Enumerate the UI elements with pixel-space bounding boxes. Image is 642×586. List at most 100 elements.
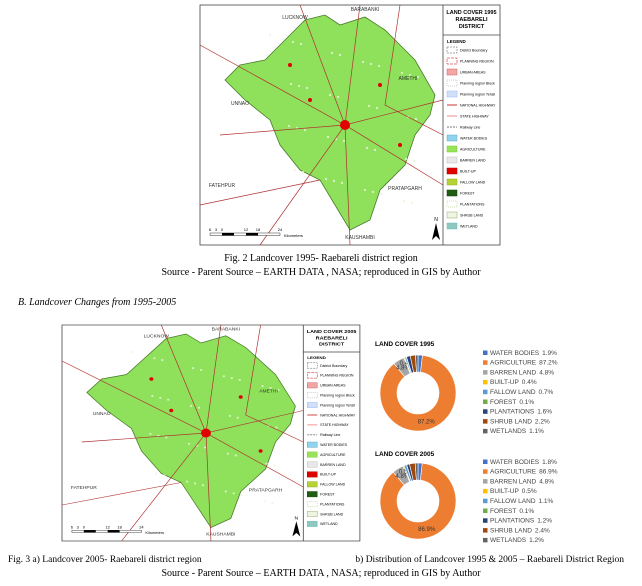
figure-source: Source - Parent Source – EARTH DATA , NA… <box>161 267 481 278</box>
legend-label: Planning region Tehsil <box>320 404 355 408</box>
legend-label: STATE HIGHWAY <box>460 115 489 119</box>
map-1995: LUCKNOW BARABANKI UNNAO AMETHI FATEHPUR PRATA… <box>199 4 501 246</box>
legend-swatch <box>483 528 488 533</box>
legend-swatch <box>307 461 318 468</box>
legend-label: PLANNING REGION <box>460 60 494 64</box>
place-label: LUCKNOW <box>144 334 170 340</box>
legend-label: BUILT-UP <box>320 473 337 477</box>
legend-value: 1.6% <box>537 409 552 416</box>
north-arrow <box>292 521 301 537</box>
legend-swatch <box>307 501 318 508</box>
figure-caption: b) Distribution of Landcover 1995 & 2005… <box>355 554 624 565</box>
texture-dot <box>287 124 291 128</box>
legend-label: FOREST <box>460 192 475 196</box>
texture-dot <box>161 359 164 362</box>
legend-swatch <box>307 520 318 527</box>
legend-title: LEGEND <box>447 39 467 44</box>
texture-dot <box>277 388 280 391</box>
road <box>199 179 321 206</box>
legend-name: SHRUB LAND <box>490 418 532 425</box>
legend-label: PLANTATIONS 1.2% <box>490 518 552 525</box>
legend-value: 0.1% <box>519 508 534 515</box>
legend-swatch <box>307 372 318 379</box>
legend-swatch <box>483 498 488 504</box>
legend-label: SHRUB LAND <box>460 214 484 218</box>
texture-dot <box>189 404 193 408</box>
data-label: 86.9% <box>418 527 436 533</box>
legend-label: PLANTATIONS 1.6% <box>490 409 552 416</box>
texture-dot <box>151 395 154 398</box>
data-label: 87.2% <box>418 419 436 425</box>
texture-dot <box>379 192 383 196</box>
texture-dot <box>301 170 305 174</box>
legend-label: PLANTATIONS <box>460 203 485 207</box>
data-label: 0.5% <box>399 469 413 475</box>
legend-swatch <box>446 134 458 142</box>
texture-dot <box>224 490 228 493</box>
texture-dot <box>303 128 307 132</box>
texture-dot <box>336 95 340 99</box>
legend-label: BARREN LAND 4.8% <box>490 369 554 376</box>
scale-label: 18 <box>256 227 261 232</box>
legend-name: BARREN LAND <box>490 369 537 376</box>
texture-dot <box>261 385 264 388</box>
texture-dot <box>328 93 332 97</box>
texture-dot <box>299 42 303 46</box>
legend-swatch <box>446 90 458 98</box>
place-label: FATEHPUR <box>71 485 98 491</box>
legend-label: SHRUB LAND <box>320 513 344 517</box>
legend-value: 1.1% <box>529 428 544 435</box>
texture-dot <box>324 177 328 181</box>
texture-dot <box>414 117 418 121</box>
texture-dot <box>297 84 301 88</box>
legend-label: NATIONAL HIGHWAY <box>320 414 356 418</box>
texture-dot <box>238 378 241 381</box>
place-label: UNNAO <box>93 411 111 417</box>
urban-area <box>308 98 312 102</box>
urban-area <box>238 395 243 399</box>
legend-label: FOREST <box>320 493 334 497</box>
legend-value: 1.1% <box>539 498 554 505</box>
scale-label: 12 <box>105 526 109 530</box>
place-label: KAUSHAMBI <box>206 532 235 538</box>
map-title: RAEBARELI <box>455 17 488 23</box>
place-label: LUCKNOW <box>282 15 308 21</box>
legend-swatch <box>446 211 458 219</box>
legend-name: WATER BODIES <box>490 459 540 466</box>
scale-bar <box>71 530 142 533</box>
texture-dot <box>342 139 346 143</box>
texture-dot <box>234 454 237 457</box>
legend-label: WATER BODIES <box>320 443 348 447</box>
legend-label: Planning region Block <box>320 394 355 398</box>
texture-dot <box>361 60 365 64</box>
texture-dot <box>367 104 371 108</box>
legend-swatch <box>307 481 318 488</box>
texture-dot <box>130 350 133 354</box>
legend-swatch <box>483 469 488 474</box>
legend-swatch <box>483 419 488 424</box>
texture-dot <box>275 426 278 429</box>
texture-dot <box>167 398 170 401</box>
place-label: FATEHPUR <box>209 183 236 189</box>
scale-unit: Kilometers <box>284 233 303 238</box>
donut-segment <box>379 462 457 540</box>
legend-swatch <box>446 156 458 164</box>
legend-value: 1.2% <box>537 518 552 525</box>
legend-name: BUILT-UP <box>490 379 519 386</box>
texture-dot <box>408 73 412 77</box>
legend-label: Planning region Block <box>460 82 495 86</box>
legend-swatch <box>483 360 488 365</box>
texture-dot <box>291 40 295 44</box>
legend-label: AGRICULTURE <box>320 453 346 457</box>
legend-label: AGRICULTURE 86.9% <box>490 469 558 476</box>
texture-dot <box>163 474 166 477</box>
legend-name: FOREST <box>490 508 516 515</box>
legend-label: Railway Line <box>460 126 480 130</box>
legend-swatch <box>483 379 488 385</box>
north-label: N <box>295 516 299 522</box>
texture-dot <box>263 500 266 503</box>
donut-segment <box>415 354 419 373</box>
texture-dot <box>365 146 369 150</box>
legend-swatch <box>446 200 458 208</box>
legend-name: AGRICULTURE <box>490 469 537 476</box>
